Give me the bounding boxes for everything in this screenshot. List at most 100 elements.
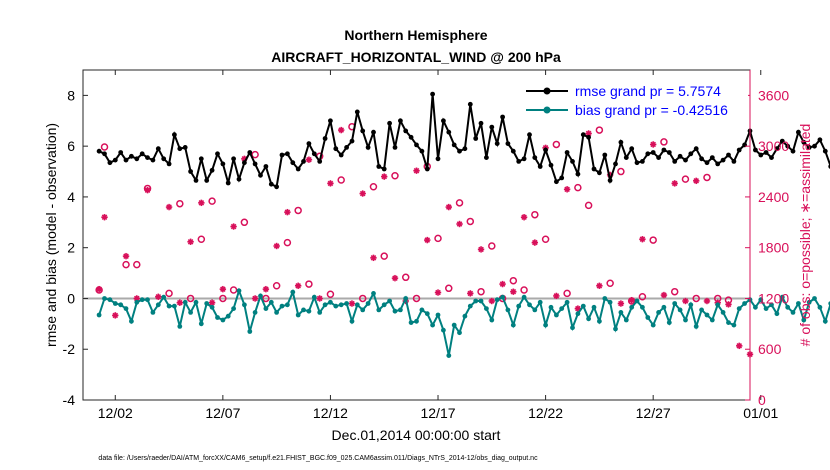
y-tick-label: 4 bbox=[67, 189, 75, 205]
bias-point bbox=[623, 317, 629, 323]
obs-assimilated-marker bbox=[424, 236, 431, 244]
rmse-point bbox=[704, 160, 710, 166]
x-tick-label: 12/22 bbox=[528, 405, 563, 421]
bias-point bbox=[457, 330, 462, 336]
obs-assimilated-stroke bbox=[532, 239, 538, 246]
bias-point bbox=[414, 318, 419, 324]
obs-assimilated-marker bbox=[101, 214, 108, 221]
obs-possible-marker bbox=[358, 294, 367, 303]
bias-point bbox=[177, 324, 183, 329]
rmse-point bbox=[295, 166, 301, 172]
obs-assimilated-marker bbox=[284, 208, 291, 216]
bias-point bbox=[570, 325, 575, 331]
legend-bias-marker bbox=[543, 106, 551, 114]
bias-point bbox=[688, 302, 694, 308]
obs-assimilated-stroke bbox=[585, 130, 592, 137]
y2-tick-label: 0 bbox=[758, 392, 766, 408]
y-tick-label: 6 bbox=[67, 138, 75, 154]
bias-point bbox=[349, 318, 355, 324]
obs-possible-marker bbox=[305, 280, 313, 288]
rmse-point bbox=[333, 146, 339, 152]
bias-point bbox=[704, 312, 710, 318]
bias-point bbox=[123, 306, 129, 311]
obs-assimilated-stroke bbox=[456, 221, 463, 227]
obs-assimilated-marker bbox=[434, 289, 442, 296]
bias-point bbox=[112, 301, 118, 306]
rmse-point bbox=[354, 109, 360, 115]
bias-point bbox=[161, 294, 167, 300]
rmse-point bbox=[451, 142, 457, 148]
bias-point bbox=[102, 296, 107, 301]
obs-assimilated-stroke bbox=[424, 237, 431, 243]
bias-point bbox=[301, 307, 306, 313]
obs-assimilated-marker bbox=[381, 173, 388, 180]
bias-point bbox=[360, 307, 366, 313]
rmse-point bbox=[693, 146, 699, 152]
bias-point bbox=[801, 317, 807, 323]
obs-assimilated-marker bbox=[671, 180, 678, 187]
rmse-point bbox=[484, 155, 489, 161]
bias-point bbox=[451, 322, 457, 328]
x-tick-label: 12/17 bbox=[420, 405, 455, 421]
obs-possible-marker bbox=[649, 236, 657, 244]
obs-assimilated-stroke bbox=[381, 173, 388, 180]
obs-possible-marker bbox=[488, 242, 496, 250]
obs-assimilated-stroke bbox=[187, 238, 194, 245]
bias-point bbox=[597, 318, 602, 324]
obs-possible-marker bbox=[197, 235, 206, 243]
bias-point bbox=[242, 302, 247, 308]
rmse-point bbox=[677, 153, 683, 159]
obs-assimilated-marker bbox=[660, 291, 668, 299]
obs-assimilated-marker bbox=[112, 312, 119, 319]
bias-point bbox=[484, 306, 489, 311]
obs-assimilated-marker bbox=[95, 285, 103, 293]
obs-assimilated-stroke bbox=[284, 209, 291, 215]
bias-point bbox=[263, 306, 269, 311]
bias-point bbox=[640, 304, 645, 310]
bias-point bbox=[338, 302, 344, 308]
rmse-point bbox=[790, 148, 796, 154]
bias-point bbox=[172, 303, 177, 309]
rmse-point bbox=[215, 151, 220, 157]
bias-point bbox=[225, 313, 231, 319]
obs-possible-marker bbox=[660, 138, 668, 146]
obs-assimilated-marker bbox=[725, 301, 732, 308]
bias-point bbox=[387, 298, 392, 304]
obs-assimilated-stroke bbox=[338, 127, 344, 133]
bias-point bbox=[812, 296, 817, 301]
bias-point bbox=[328, 299, 333, 305]
rmse-point bbox=[602, 152, 608, 158]
obs-assimilated-marker bbox=[219, 285, 227, 293]
rmse-point bbox=[268, 181, 274, 187]
obs-possible-marker bbox=[445, 284, 453, 293]
obs-possible-marker bbox=[294, 206, 302, 215]
rmse-point bbox=[640, 159, 645, 164]
bias-point bbox=[403, 296, 409, 301]
obs-possible-marker bbox=[552, 140, 561, 149]
bias-point bbox=[602, 296, 608, 301]
rmse-point bbox=[107, 160, 113, 166]
bias-point bbox=[473, 298, 479, 304]
rmse-point bbox=[166, 161, 172, 167]
bias-point bbox=[645, 315, 651, 320]
legend-bias-label: bias grand pr = -0.42516 bbox=[575, 102, 728, 118]
y2-tick-label: 600 bbox=[758, 341, 782, 357]
obs-possible-marker bbox=[455, 199, 464, 207]
rmse-point bbox=[564, 150, 570, 155]
bias-point bbox=[311, 294, 317, 300]
bias-point bbox=[720, 310, 726, 315]
obs-assimilated-marker bbox=[391, 274, 399, 282]
rmse-point bbox=[414, 142, 419, 148]
y2-axis-ticks: 0 600 1200 1800 2400 3000 3600 bbox=[745, 70, 789, 408]
rmse-point bbox=[408, 134, 414, 140]
bias-point bbox=[731, 322, 737, 328]
bias-point bbox=[306, 308, 312, 314]
rmse-point bbox=[532, 155, 538, 161]
legend-rmse-label: rmse grand pr = 5.7574 bbox=[575, 83, 721, 99]
obs-assimilated-stroke bbox=[413, 167, 420, 174]
rmse-point bbox=[182, 145, 188, 150]
y-tick-label: -4 bbox=[63, 392, 76, 408]
obs-assimilated-marker bbox=[327, 180, 334, 187]
obs-assimilated-marker bbox=[262, 285, 270, 293]
rmse-point bbox=[258, 172, 263, 178]
